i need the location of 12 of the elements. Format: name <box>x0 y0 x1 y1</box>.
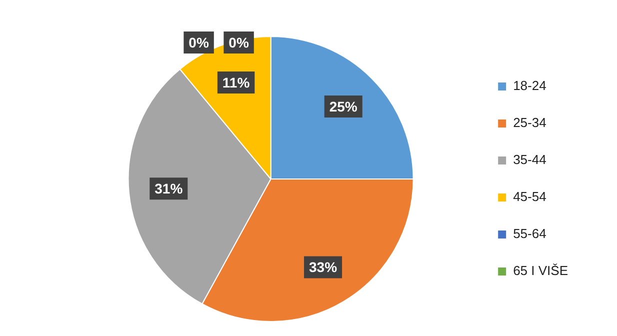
data-label: 25% <box>329 98 358 114</box>
data-label: 11% <box>222 74 250 90</box>
legend-label: 18-24 <box>513 78 546 94</box>
data-label: 31% <box>154 180 184 197</box>
legend-label: 55-64 <box>513 226 546 242</box>
legend-label: 45-54 <box>513 189 546 204</box>
legend-label: 35-44 <box>513 152 546 168</box>
legend-label: 65 I VIŠE <box>513 263 568 278</box>
text: 0% <box>228 34 249 50</box>
data-label: 33% <box>309 259 338 276</box>
legend-label: 25-34 <box>513 115 546 130</box>
text: 0% <box>188 34 209 50</box>
